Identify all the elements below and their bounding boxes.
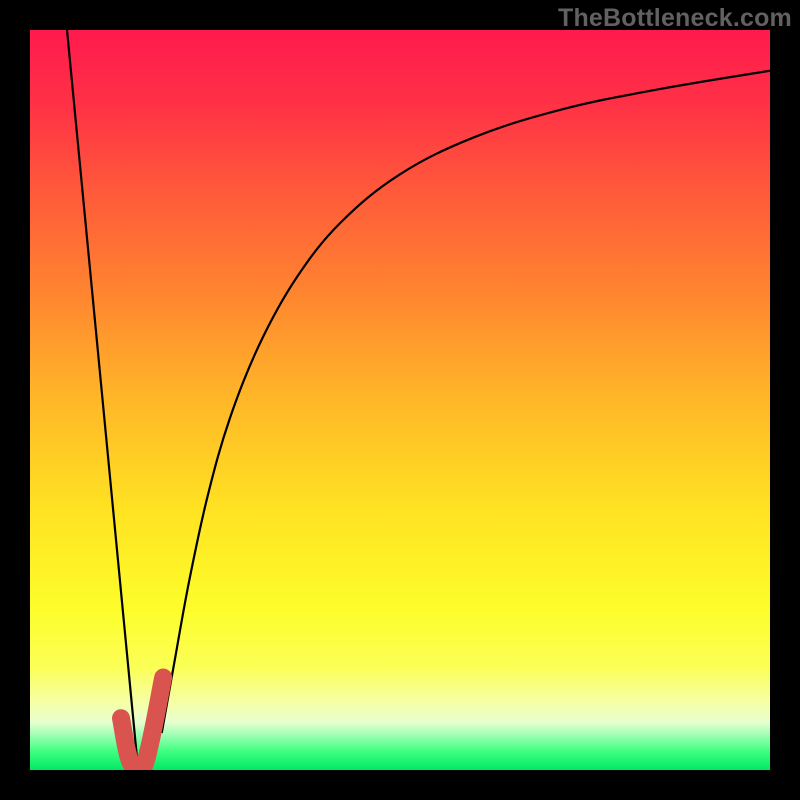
chart-root: TheBottleneck.com (0, 0, 800, 800)
bottleneck-chart (0, 0, 800, 800)
watermark-text: TheBottleneck.com (558, 4, 792, 33)
gradient-background (30, 30, 770, 770)
